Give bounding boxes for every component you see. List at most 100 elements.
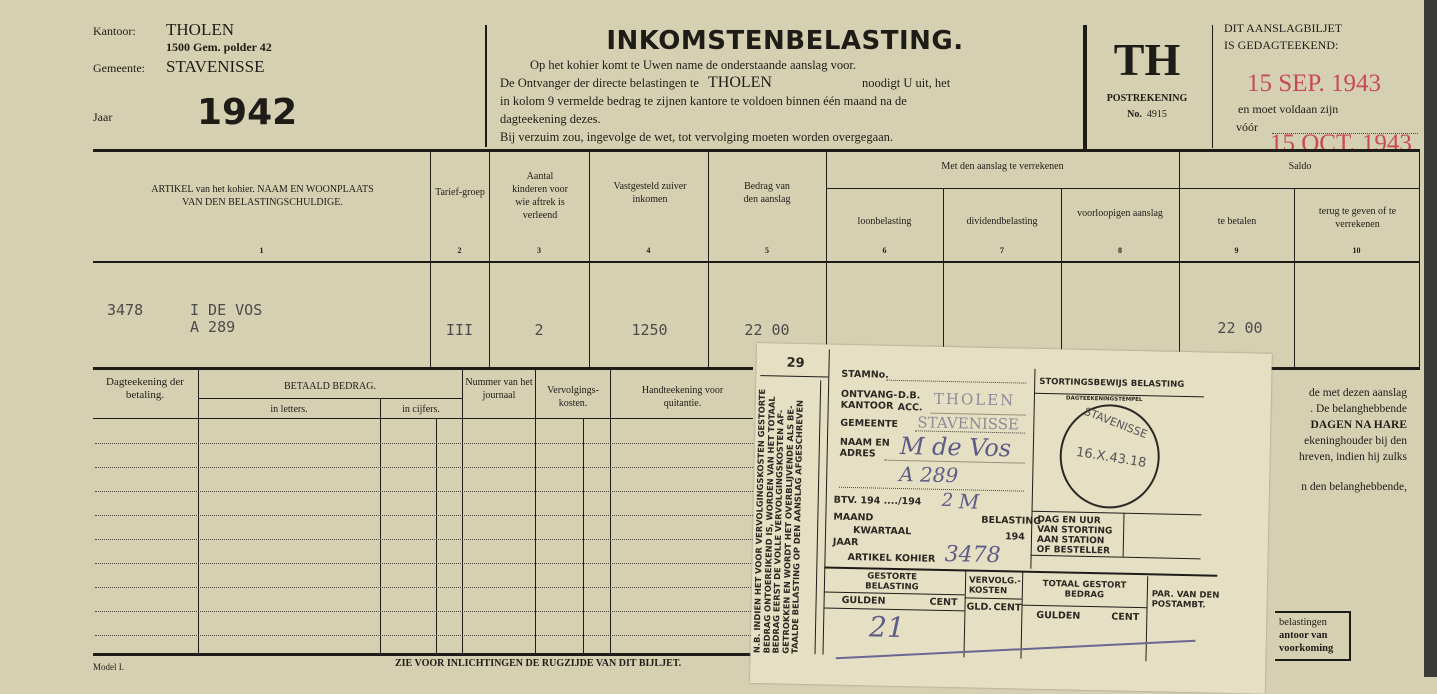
ontvanger-place: THOLEN: [708, 74, 772, 91]
intro-line: dagteekening dezes.: [500, 112, 601, 126]
col-num: 2: [457, 246, 462, 255]
col-line: [462, 370, 463, 655]
ruling-line: [95, 635, 753, 636]
postmark-date: 16.X.43.18: [1074, 444, 1148, 472]
maand-label: MAAND: [833, 511, 874, 524]
col-line: [1145, 576, 1149, 662]
vervolg-label: VERVOLG.-KOSTEN: [968, 575, 1021, 597]
col-line: [1294, 188, 1295, 368]
tariefgroep-value: III: [445, 321, 474, 339]
instruction-line: ekeninghouder bij den: [1304, 435, 1407, 447]
due-line: [1272, 133, 1418, 134]
gulden-label: GULDEN: [841, 594, 886, 607]
jaar-value: 1942: [197, 92, 298, 133]
gemeente-value: STAVENISSE: [166, 57, 265, 76]
intro-line: Bij verzuim zou, ingevolge de wet, tot v…: [500, 130, 894, 144]
rule: [198, 398, 462, 399]
gld-label: GLD.: [966, 601, 992, 613]
col-line: [963, 569, 967, 658]
gemeente-label: GEMEENTE: [840, 417, 899, 430]
col-line: [380, 398, 381, 655]
stortingsbewijs-label: STORTINGSBEWIJS BELASTING: [1039, 376, 1185, 390]
divider: [1083, 25, 1087, 150]
btv-label: BTV. 194 ..../194: [833, 494, 922, 508]
handwritten-artikel: 3478: [944, 541, 1001, 569]
adres-label: ADRES: [839, 447, 876, 460]
footer-note: ZIE VOOR INLICHTINGEN DE RUGZIJDE VAN DI…: [395, 658, 682, 669]
instruction-line: de met dezen aanslag: [1308, 387, 1407, 399]
kinderen-value: 2: [534, 321, 544, 339]
ruling-line: [95, 563, 753, 564]
col-line: [826, 150, 827, 368]
stamno-label: STAMNo.: [841, 368, 889, 381]
col-line: [1061, 188, 1062, 368]
kwartaal-label: KWARTAAL: [852, 525, 912, 538]
dag-uur-label: DAG EN UUR VAN STORTING AAN STATION OF BEST…: [1037, 515, 1113, 557]
rule: [1021, 604, 1147, 609]
jaar-label: Jaar: [93, 110, 113, 124]
handwritten-year: 2: [941, 489, 954, 512]
ruling-line: [95, 467, 753, 468]
rule: [93, 653, 753, 656]
col-num: 1: [259, 246, 264, 255]
instruction-line: DAGEN NA HARE: [1310, 419, 1407, 431]
col-line: [436, 418, 437, 655]
pay-col-vervolgingskosten: Vervolgings-kosten.: [547, 385, 599, 409]
rule: [760, 375, 829, 378]
instruction-line: . De belanghebbende: [1310, 403, 1407, 415]
rule: [1270, 367, 1420, 370]
cent-label-2: CENT: [993, 602, 1022, 614]
kantoor-address: 1500 Gem. polder 42: [166, 40, 272, 54]
rule: [1030, 554, 1201, 560]
kantoor-label: KANTOOR: [840, 399, 894, 412]
notice-box: belastingen antoor van voorkoming: [1275, 611, 1351, 661]
instruction-line: hreven, indien hij zulks: [1299, 451, 1407, 463]
inkomen-value: 1250: [631, 321, 668, 339]
col-line: [1419, 150, 1420, 368]
gemeente-label: Gemeente:: [93, 61, 145, 75]
rule: [964, 597, 1022, 600]
kantoor-label: Kantoor:: [93, 24, 136, 38]
model-label: Model I.: [93, 662, 124, 672]
col-header-1: ARTIKEL van het kohier. NAAM EN WOONPLAA…: [151, 184, 374, 208]
jaar-194-label: 194: [1004, 531, 1025, 543]
intro-line: in kolom 9 vermelde bedrag te zijnen kan…: [500, 94, 907, 108]
bedrag-value: 22 00: [744, 321, 790, 339]
col-num: 6: [882, 246, 887, 255]
cent-label: CENT: [929, 596, 958, 609]
intro-text-part: De Ontvanger der directe belastingen te: [500, 76, 699, 90]
col-header-9: te betalen: [1217, 216, 1257, 227]
col-line: [814, 380, 822, 655]
col-line: [1122, 512, 1125, 557]
ruling-line: [95, 611, 753, 612]
postmark: STAVENISSE 16.X.43.18: [1058, 403, 1161, 510]
handwritten-belasting: M: [958, 489, 980, 514]
pay-col-letters: in letters.: [270, 404, 308, 415]
rule: [93, 418, 753, 419]
postrekening-no-label: No.: [1127, 109, 1142, 120]
col-header-6: loonbelasting: [857, 216, 912, 227]
ruling-line: [95, 443, 753, 444]
gestorte-label: GESTORTE BELASTING: [865, 571, 919, 593]
col-line: [708, 150, 709, 368]
col-num: 3: [537, 246, 541, 255]
taxpayer-address: A 289: [190, 318, 236, 336]
acc-label: ACC.: [897, 401, 923, 414]
dated-stamp: 15 SEP. 1943: [1247, 70, 1382, 97]
pay-col-betaald: BETAALD BEDRAG.: [284, 381, 376, 392]
col-num: 5: [765, 246, 769, 255]
taxpayer-name: I DE VOS: [190, 301, 263, 319]
col-line: [430, 150, 431, 368]
ruling-line: [95, 515, 753, 516]
col-num: 8: [1118, 246, 1122, 255]
divider: [485, 25, 487, 147]
dated-label-2: IS GEDAGTEEKEND:: [1224, 38, 1339, 52]
col-num: 9: [1234, 246, 1239, 255]
col-line: [1030, 368, 1036, 569]
handwritten-name: M de Vos: [899, 432, 1012, 463]
notice-line: antoor van: [1279, 630, 1328, 641]
col-line: [1179, 150, 1180, 368]
col-line: [489, 150, 490, 368]
col-header-5: Bedrag van den aanslag: [743, 181, 791, 205]
gemeente-stamp: STAVENISSE: [917, 413, 1020, 434]
